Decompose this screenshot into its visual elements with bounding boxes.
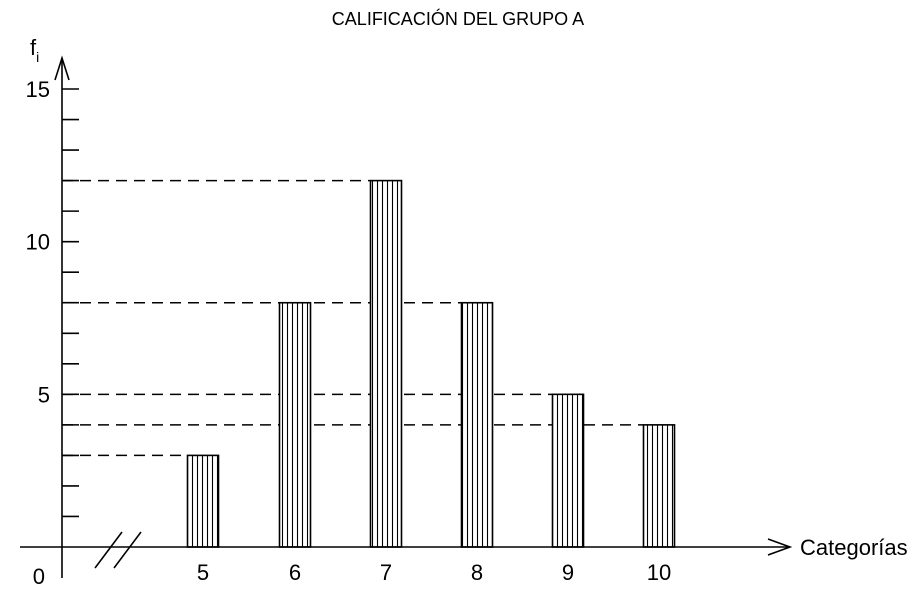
y-tick-label-15: 15 — [26, 77, 50, 102]
axes — [20, 55, 793, 578]
x-tick-label-10: 10 — [647, 560, 671, 585]
y-tick-label-0: 0 — [33, 564, 45, 589]
bar-6 — [278, 301, 312, 548]
y-axis-label-main: f — [30, 35, 37, 60]
axis-break-mark-right — [113, 531, 142, 569]
x-tick-label-5: 5 — [197, 560, 209, 585]
x-axis-arrow — [767, 538, 793, 556]
bar-5 — [186, 454, 220, 548]
bars — [186, 179, 676, 548]
x-tick-label-7: 7 — [380, 560, 392, 585]
x-tick-labels: 5 6 7 8 9 10 — [197, 560, 671, 585]
chart-title: CALIFICACIÓN DEL GRUPO A — [332, 8, 584, 29]
axis-break-mark-left — [94, 531, 123, 569]
bar-10 — [642, 424, 676, 548]
bar-7 — [369, 179, 403, 548]
x-tick-label-9: 9 — [562, 560, 574, 585]
bar-9 — [551, 393, 585, 548]
y-axis-arrow — [54, 55, 70, 81]
x-axis-label: Categorías — [800, 535, 908, 560]
x-tick-label-6: 6 — [289, 560, 301, 585]
reference-lines — [62, 179, 644, 457]
bar-8 — [460, 301, 494, 548]
y-axis-label: fi — [30, 35, 39, 65]
x-tick-label-8: 8 — [471, 560, 483, 585]
y-tick-label-10: 10 — [26, 230, 50, 255]
y-tick-label-5: 5 — [38, 382, 50, 407]
y-axis-label-subscript: i — [36, 49, 39, 65]
y-ticks: 0 5 10 15 — [26, 77, 79, 589]
